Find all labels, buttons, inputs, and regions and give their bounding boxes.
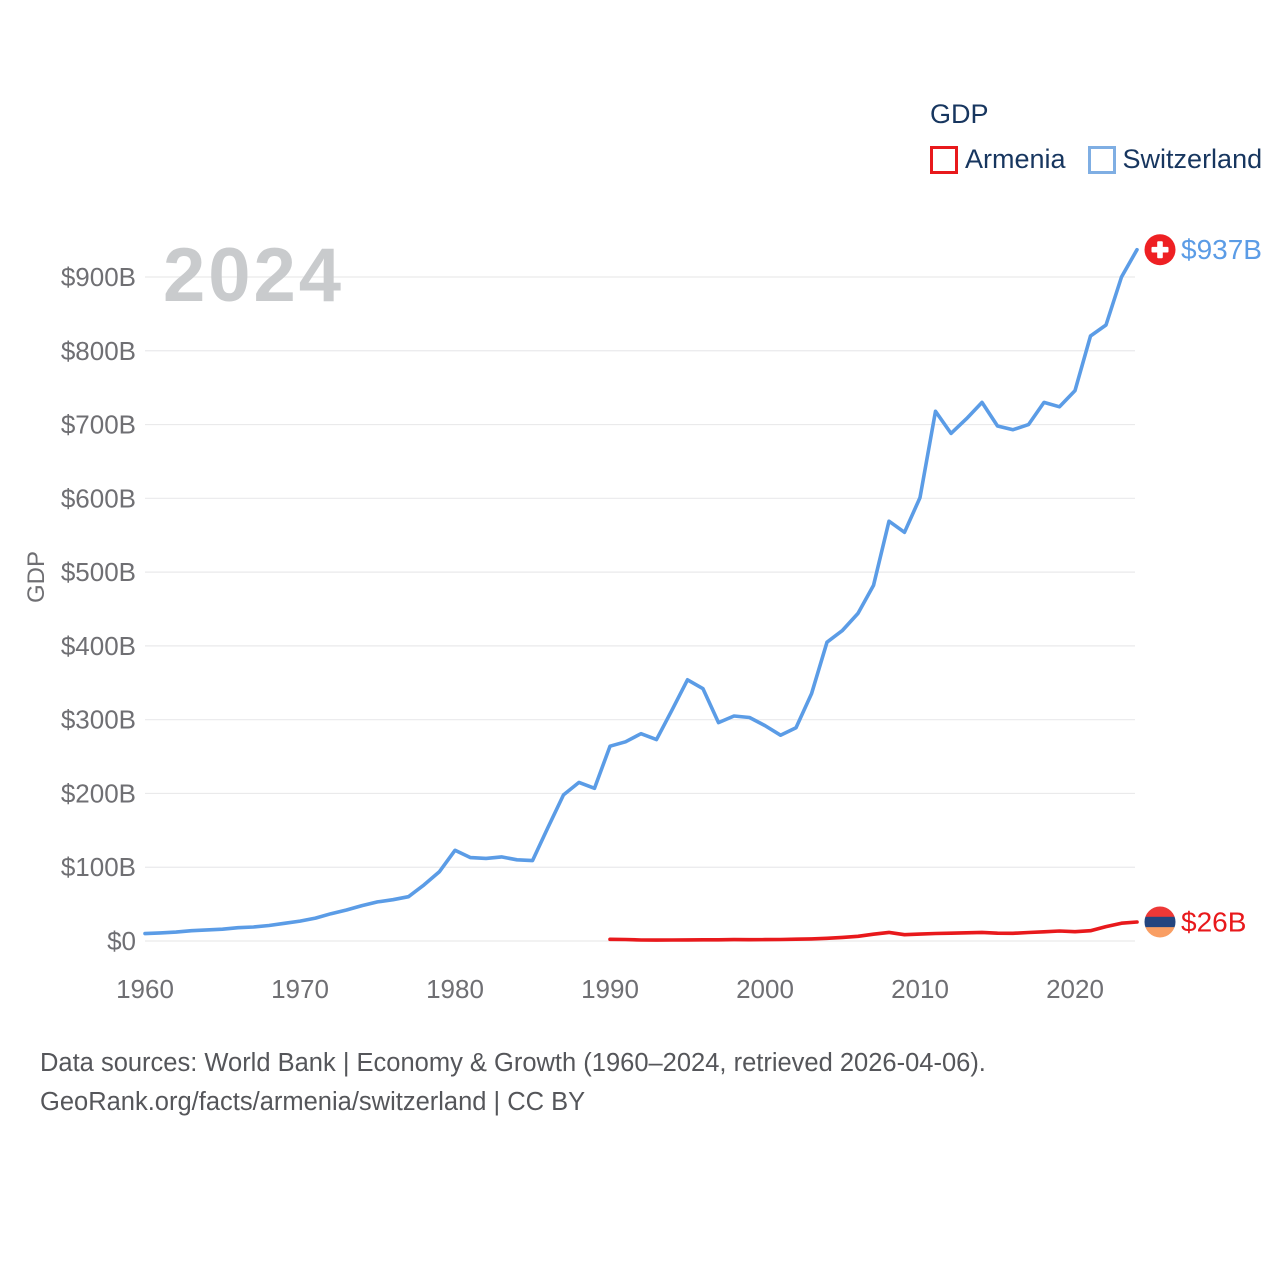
armenia-end-value-label: $26B [1181, 906, 1246, 937]
switzerland-line[interactable] [143, 247, 1139, 936]
y-axis-tick-label: $300B [61, 705, 136, 735]
armenia-line[interactable] [608, 920, 1139, 942]
switzerland-end-value-label: $937B [1181, 234, 1262, 265]
attribution-line: GeoRank.org/facts/armenia/switzerland | … [40, 1087, 586, 1116]
y-axis-tick-label: $800B [61, 336, 136, 366]
legend-item-armenia[interactable]: Armenia [930, 144, 1066, 175]
y-axis-tick-label: $0 [107, 926, 136, 956]
y-axis-tick-label: $900B [61, 262, 136, 292]
armenia-swatch-icon [930, 145, 958, 174]
footer: Data sources: World Bank | Economy & Gro… [40, 1044, 986, 1121]
x-axis-tick-label: 2000 [736, 974, 794, 1004]
y-axis-tick-label: $700B [61, 410, 136, 440]
x-axis-tick-label: 2010 [891, 974, 949, 1004]
y-axis-title: GDP [23, 551, 50, 603]
data-sources-line: Data sources: World Bank | Economy & Gro… [40, 1049, 986, 1077]
year-watermark: 2024 [163, 233, 344, 318]
armenia-flag-icon [1144, 906, 1176, 938]
x-axis-tick-label: 1970 [271, 974, 329, 1004]
legend-item-switzerland-label: Switzerland [1122, 144, 1263, 174]
y-axis-tick-label: $200B [61, 778, 136, 808]
legend-items: Armenia Switzerland [930, 144, 1262, 175]
switzerland-swatch-icon [1087, 145, 1116, 174]
legend: GDP Armenia Switzerland [930, 99, 1262, 175]
x-axis-tick-label: 1990 [581, 974, 639, 1004]
legend-item-armenia-label: Armenia [965, 144, 1066, 174]
y-axis-tick-label: $600B [61, 483, 136, 513]
x-axis-tick-label: 1960 [116, 974, 174, 1004]
x-axis-tick-label: 2020 [1046, 974, 1104, 1004]
switzerland-flag-icon [1144, 234, 1176, 266]
legend-title: GDP [930, 99, 989, 129]
y-axis-tick-label: $100B [61, 852, 136, 882]
y-axis-tick-label: $400B [61, 631, 136, 661]
x-axis-tick-label: 1980 [426, 974, 484, 1004]
legend-item-switzerland[interactable]: Switzerland [1087, 144, 1263, 175]
y-axis-tick-label: $500B [61, 557, 136, 587]
